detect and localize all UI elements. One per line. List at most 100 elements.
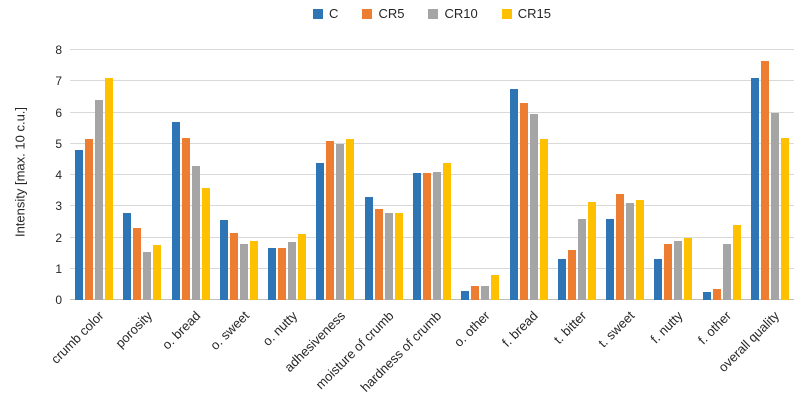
- bar-CR15-adhesiveness: [346, 139, 355, 300]
- gridline: [70, 236, 794, 238]
- x-category-label: o. nutty: [259, 308, 300, 349]
- bar-CR15-moisture-of-crumb: [394, 212, 403, 300]
- bar-CR15-o-other: [491, 275, 500, 300]
- bar-group-porosity: [118, 50, 166, 300]
- bar-CR10-t-sweet: [626, 203, 635, 300]
- bar-CR5-f-bread: [519, 103, 528, 300]
- bar-CR5-t-sweet: [616, 193, 625, 300]
- legend-item-C: C: [313, 6, 338, 21]
- bar-CR5-t-bitter: [567, 250, 576, 300]
- bar-CR10-moisture-of-crumb: [384, 212, 393, 300]
- bar-CR5-moisture-of-crumb: [374, 209, 383, 300]
- bar-C-o-bread: [171, 121, 180, 300]
- bar-CR10-porosity: [143, 251, 152, 300]
- gridline: [70, 80, 794, 82]
- x-category-label: f. nutty: [647, 308, 686, 347]
- x-category-label: o. sweet: [206, 308, 252, 353]
- gridline: [70, 205, 794, 207]
- x-category-label: o. bread: [158, 308, 204, 353]
- legend-item-CR10: CR10: [428, 6, 478, 21]
- plot-area: [70, 49, 794, 300]
- bar-group-o-nutty: [263, 50, 311, 300]
- legend-label: CR10: [444, 6, 478, 21]
- legend-swatch-icon: [362, 8, 373, 19]
- bar-group-f-bread: [504, 50, 552, 300]
- y-tick-label: 6: [55, 105, 62, 120]
- bar-C-moisture-of-crumb: [364, 196, 373, 300]
- bar-C-o-sweet: [219, 220, 228, 300]
- bar-CR15-o-bread: [201, 187, 210, 300]
- bar-CR10-overall-quality: [770, 112, 779, 300]
- bar-CR10-o-bread: [191, 165, 200, 300]
- legend-swatch-icon: [428, 8, 439, 19]
- x-category-label: t. sweet: [595, 308, 638, 351]
- x-category-label: porosity: [112, 308, 156, 351]
- y-tick-label: 2: [55, 230, 62, 245]
- bar-CR15-overall-quality: [780, 137, 789, 300]
- bar-group-o-other: [456, 50, 504, 300]
- bar-CR10-adhesiveness: [336, 143, 345, 300]
- bar-CR15-crumb-color: [105, 78, 114, 300]
- bar-CR5-crumb-color: [85, 139, 94, 300]
- bar-C-adhesiveness: [316, 162, 325, 300]
- gridline: [70, 49, 794, 50]
- bar-CR5-o-nutty: [278, 248, 287, 300]
- bar-CR15-t-sweet: [636, 200, 645, 300]
- gridline: [70, 174, 794, 175]
- bar-CR15-hardness-of-crumb: [442, 162, 451, 300]
- bar-group-o-sweet: [215, 50, 263, 300]
- bar-group-f-nutty: [649, 50, 697, 300]
- bar-group-f-other: [697, 50, 745, 300]
- y-tick-label: 4: [55, 168, 62, 182]
- bar-CR10-f-nutty: [674, 240, 683, 300]
- x-category-label: o. other: [451, 308, 493, 350]
- x-axis-line: [70, 299, 794, 300]
- legend-swatch-icon: [501, 8, 512, 19]
- x-category-label: f. other: [694, 308, 735, 348]
- gridline: [70, 111, 794, 113]
- y-tick-label: 7: [55, 74, 62, 89]
- bar-CR10-o-sweet: [239, 243, 248, 300]
- bar-CR10-f-other: [722, 243, 731, 300]
- bar-C-f-bread: [509, 89, 518, 300]
- x-category-label: crumb color: [48, 308, 107, 367]
- x-category-label: f. bread: [499, 308, 542, 350]
- bar-CR5-adhesiveness: [326, 140, 335, 300]
- bar-CR5-hardness-of-crumb: [422, 173, 431, 300]
- bar-C-f-other: [702, 292, 711, 300]
- x-category-label: t. bitter: [550, 308, 590, 347]
- y-tick-label: 8: [55, 43, 62, 57]
- bar-group-overall-quality: [746, 50, 794, 300]
- bar-CR5-o-other: [471, 285, 480, 300]
- y-tick-label: 1: [55, 261, 62, 276]
- gridline: [70, 142, 794, 144]
- bar-C-porosity: [123, 212, 132, 300]
- bar-C-overall-quality: [750, 78, 759, 300]
- bar-CR10-hardness-of-crumb: [432, 171, 441, 300]
- bar-C-crumb-color: [75, 150, 84, 300]
- bar-C-t-sweet: [606, 218, 615, 300]
- bar-CR5-overall-quality: [760, 60, 769, 300]
- legend-swatch-icon: [313, 8, 324, 19]
- legend-item-CR15: CR15: [501, 6, 551, 21]
- legend-label: CR5: [378, 6, 405, 21]
- bar-C-t-bitter: [557, 259, 566, 300]
- bar-CR15-f-bread: [539, 139, 548, 300]
- bar-CR5-porosity: [133, 228, 142, 300]
- bar-C-f-nutty: [654, 259, 663, 300]
- bar-C-hardness-of-crumb: [412, 173, 421, 300]
- legend-label: C: [329, 6, 339, 21]
- bar-group-crumb-color: [70, 50, 118, 300]
- y-tick-label: 5: [55, 136, 62, 151]
- bar-group-moisture-of-crumb: [360, 50, 408, 300]
- bar-CR5-o-bread: [181, 137, 190, 300]
- bar-CR10-crumb-color: [95, 100, 104, 300]
- bar-CR15-o-nutty: [298, 234, 307, 300]
- y-tick-label: 0: [55, 293, 62, 307]
- bar-CR10-o-other: [481, 285, 490, 300]
- legend: C CR5 CR10 CR15: [70, 6, 794, 21]
- bar-CR15-porosity: [153, 245, 162, 300]
- bar-C-o-nutty: [268, 248, 277, 300]
- bar-CR15-f-nutty: [684, 237, 693, 300]
